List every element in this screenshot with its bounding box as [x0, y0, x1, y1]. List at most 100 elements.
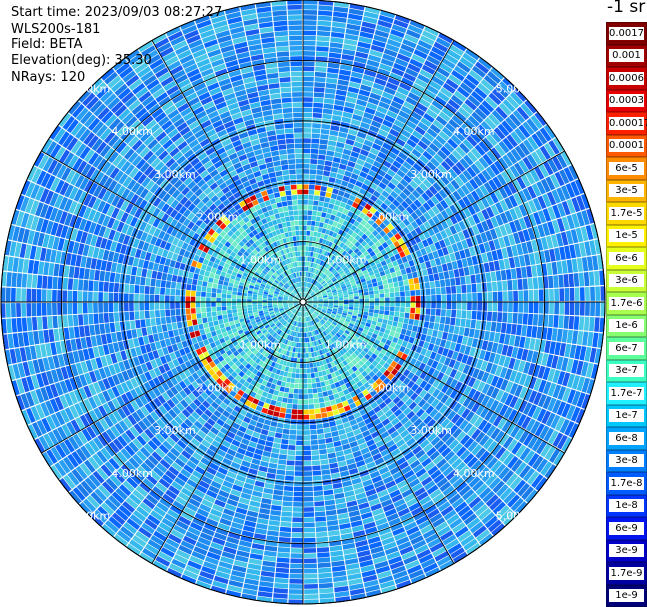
- range-gate-cell: [318, 397, 325, 403]
- range-gate-cell: [311, 215, 317, 221]
- range-gate-cell: [493, 127, 506, 140]
- range-gate-cell: [282, 428, 290, 435]
- range-gate-cell: [473, 128, 486, 140]
- range-gate-cell: [466, 193, 476, 204]
- range-gate-cell: [206, 332, 212, 339]
- range-gate-cell: [332, 291, 338, 294]
- range-gate-cell: [328, 300, 334, 302]
- range-gate-cell: [521, 325, 528, 337]
- range-gate-cell: [291, 537, 303, 543]
- range-gate-cell: [303, 517, 315, 523]
- range-gate-cell: [524, 99, 538, 114]
- range-gate-cell: [364, 69, 377, 78]
- range-gate-cell: [348, 8, 364, 16]
- range-gate-cell: [342, 208, 349, 215]
- range-gate-cell: [407, 371, 415, 380]
- range-gate-cell: [386, 324, 392, 331]
- range-gate-cell: [594, 270, 600, 286]
- range-gate-cell: [377, 245, 385, 252]
- range-gate-cell: [379, 147, 390, 155]
- range-gate-cell: [337, 268, 343, 273]
- range-gate-cell: [387, 320, 393, 326]
- range-gate-cell: [453, 65, 468, 78]
- range-gate-cell: [330, 425, 338, 432]
- range-gate-cell: [465, 411, 475, 422]
- range-gate-cell: [536, 408, 547, 422]
- range-gate-cell: [323, 484, 333, 491]
- range-gate-cell: [571, 330, 579, 345]
- range-gate-cell: [557, 202, 566, 217]
- range-gate-cell: [486, 385, 495, 397]
- range-gate-cell: [508, 195, 518, 208]
- range-gate-cell: [327, 292, 333, 296]
- range-gate-cell: [359, 171, 368, 179]
- range-gate-cell: [353, 109, 364, 117]
- range-gate-cell: [307, 210, 313, 216]
- range-gate-cell: [380, 249, 387, 256]
- range-gate-cell: [564, 421, 575, 436]
- range-gate-cell: [306, 282, 310, 288]
- range-gate-cell: [353, 141, 363, 149]
- range-gate-cell: [423, 132, 435, 142]
- range-gate-cell: [405, 68, 419, 78]
- range-gate-cell: [403, 335, 410, 342]
- range-gate-cell: [462, 78, 477, 90]
- range-gate-cell: [387, 262, 394, 269]
- range-gate-cell: [347, 18, 362, 26]
- range-gate-cell: [313, 274, 317, 280]
- range-gate-cell: [364, 302, 370, 306]
- range-gate-cell: [501, 247, 509, 259]
- range-gate-cell: [451, 149, 463, 161]
- range-gate-cell: [558, 315, 564, 329]
- range-gate-cell: [348, 304, 354, 308]
- range-gate-cell: [378, 314, 384, 319]
- range-gate-cell: [537, 314, 544, 327]
- range-gate-cell: [322, 422, 330, 429]
- range-gate-cell: [346, 199, 354, 206]
- range-gate-cell: [425, 335, 432, 343]
- range-gate-cell: [482, 153, 494, 166]
- range-gate-cell: [262, 560, 276, 567]
- range-gate-cell: [331, 565, 346, 572]
- range-gate-cell: [451, 285, 457, 294]
- range-gate-cell: [420, 289, 426, 296]
- range-gate-cell: [429, 123, 441, 134]
- range-gate-cell: [312, 295, 317, 299]
- range-gate-cell: [326, 289, 332, 293]
- range-gate-cell: [568, 315, 575, 330]
- range-gate-cell: [407, 272, 413, 280]
- range-gate-cell: [443, 237, 451, 247]
- range-gate-cell: [427, 395, 436, 405]
- range-gate-cell: [590, 363, 599, 380]
- range-gate-cell: [494, 144, 506, 157]
- range-gate-cell: [303, 107, 313, 113]
- range-gate-cell: [303, 56, 315, 61]
- range-gate-cell: [466, 355, 474, 366]
- range-gate-cell: [328, 52, 342, 59]
- range-gate-cell: [473, 175, 483, 187]
- range-gate-cell: [544, 142, 556, 158]
- range-gate-cell: [281, 438, 289, 445]
- range-gate-cell: [578, 272, 585, 287]
- range-gate-cell: [303, 394, 309, 399]
- range-gate-cell: [323, 489, 334, 496]
- range-gate-cell: [486, 425, 497, 437]
- range-gate-cell: [539, 127, 552, 142]
- range-gate-cell: [334, 273, 340, 278]
- range-gate-cell: [454, 176, 465, 187]
- range-gate-cell: [550, 174, 560, 189]
- range-gate-cell: [326, 187, 333, 193]
- range-gate-cell: [367, 267, 373, 273]
- range-gate-cell: [463, 266, 470, 276]
- range-gate-cell: [441, 247, 449, 256]
- range-gate-cell: [418, 340, 425, 348]
- range-gate-cell: [399, 345, 406, 353]
- range-gate-cell: [312, 205, 318, 211]
- range-gate-cell: [579, 242, 587, 257]
- range-gate-cell: [554, 302, 560, 315]
- range-gate-cell: [317, 552, 330, 558]
- range-gate-cell: [314, 252, 319, 258]
- range-gate-cell: [360, 332, 367, 338]
- range-gate-cell: [536, 264, 543, 277]
- range-gate-cell: [356, 329, 362, 335]
